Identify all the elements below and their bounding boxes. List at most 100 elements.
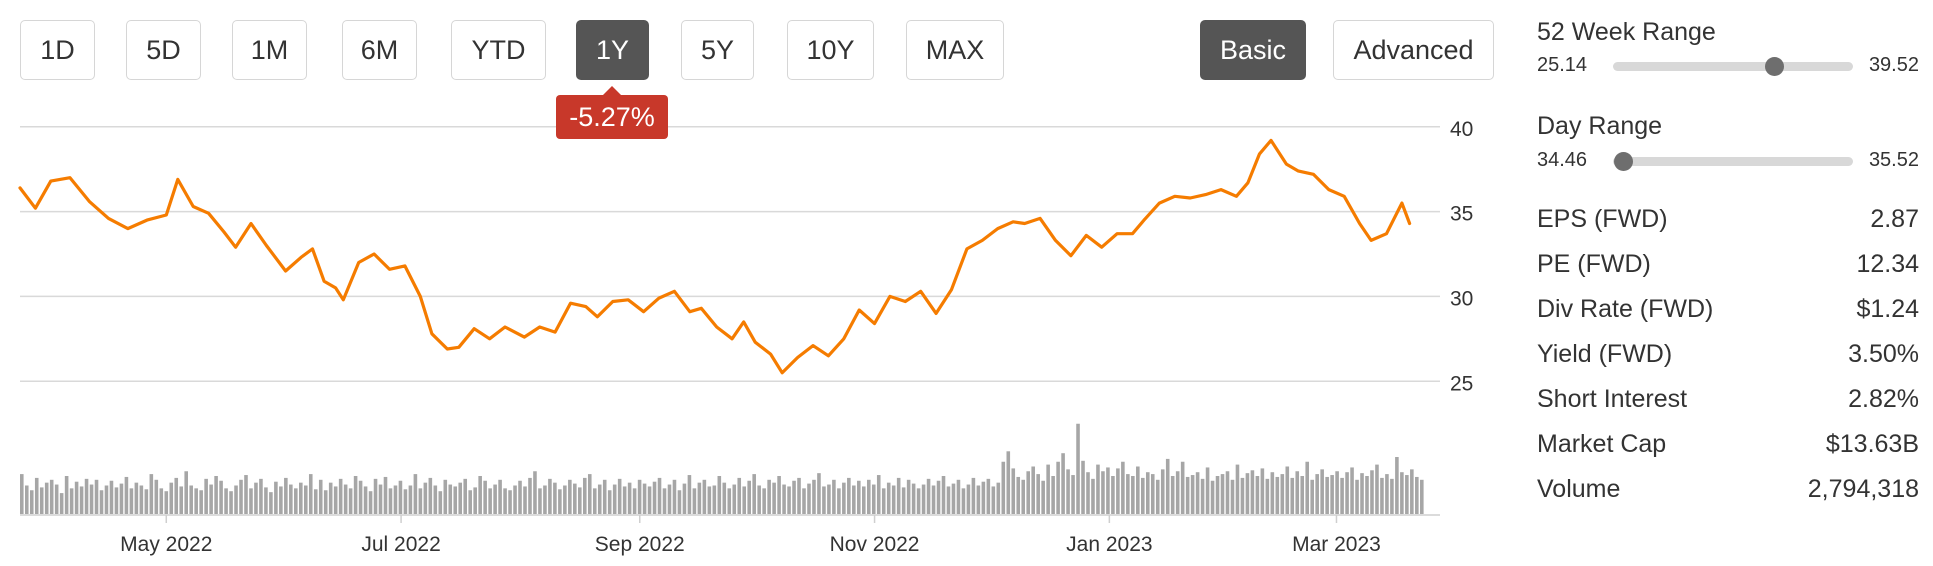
volume-bar — [866, 479, 871, 514]
volume-bar — [1076, 423, 1080, 514]
range-button-10y[interactable]: 10Y — [787, 20, 874, 80]
volume-bar — [458, 482, 463, 514]
basic-view-button[interactable]: Basic — [1200, 20, 1306, 80]
volume-bar — [1295, 471, 1300, 514]
range-button-6m[interactable]: 6M — [342, 20, 417, 80]
volume-bar — [702, 479, 707, 514]
volume-bar — [747, 480, 751, 514]
volume-bar — [428, 477, 433, 514]
volume-bar — [1410, 469, 1414, 514]
chart-gridlines — [20, 126, 1440, 382]
volume-bar — [847, 477, 851, 514]
volume-bar — [423, 482, 428, 514]
volume-bar — [1101, 471, 1105, 514]
volume-bar — [1330, 475, 1334, 514]
volume-bar — [1360, 473, 1364, 514]
volume-bar — [139, 485, 144, 514]
volume-bar — [1081, 460, 1085, 514]
volume-bar — [1160, 469, 1165, 514]
volume-bar — [827, 484, 831, 514]
range-button-1y[interactable]: 1Y — [576, 20, 649, 80]
volume-bar — [707, 486, 712, 514]
volume-bar — [418, 488, 423, 514]
volume-bar — [1235, 464, 1240, 514]
volume-bar — [1285, 466, 1290, 514]
volume-bar — [1380, 477, 1384, 514]
stat-value: $1.24 — [1856, 295, 1919, 323]
volume-bar — [1185, 476, 1190, 514]
volume-bar — [279, 486, 283, 514]
volume-bar — [254, 482, 258, 514]
range-button-1d[interactable]: 1D — [20, 20, 95, 80]
stat-div-rate: Div Rate (FWD) $1.24 — [1537, 295, 1919, 324]
volume-bar — [956, 479, 961, 514]
day-range-title: Day Range — [1537, 112, 1663, 140]
volume-bar — [383, 476, 388, 514]
volume-bar — [224, 488, 228, 514]
advanced-view-button[interactable]: Advanced — [1333, 20, 1494, 80]
stat-label: EPS (FWD) — [1537, 205, 1668, 233]
volume-bar — [1205, 467, 1210, 514]
volume-bar — [1150, 474, 1155, 514]
volume-bar — [129, 488, 134, 514]
volume-bar — [757, 485, 761, 514]
volume-bar — [323, 490, 328, 514]
volume-bar — [1180, 461, 1185, 514]
stat-label: Yield (FWD) — [1537, 340, 1673, 368]
range-button-1m[interactable]: 1M — [232, 20, 307, 80]
volume-bar — [597, 484, 602, 514]
volume-bar — [936, 480, 941, 514]
volume-bar — [822, 486, 826, 514]
volume-bar — [533, 471, 537, 514]
volume-bar — [1355, 479, 1359, 514]
volume-bar — [573, 483, 577, 514]
volume-bar — [518, 480, 522, 514]
volume-bar — [1335, 471, 1339, 514]
volume-bar — [433, 485, 438, 514]
volume-bar — [1011, 468, 1016, 514]
volume-bar — [1200, 478, 1205, 514]
volume-bar — [393, 485, 398, 514]
volume-bar — [627, 482, 632, 514]
stat-volume: Volume 2,794,318 — [1537, 475, 1919, 504]
volume-bar — [348, 488, 353, 514]
volume-bar — [89, 484, 94, 514]
volume-bar — [996, 482, 1001, 514]
range-button-ytd[interactable]: YTD — [451, 20, 546, 80]
volume-bar — [1051, 476, 1055, 514]
volume-bar — [318, 479, 323, 514]
volume-bar — [961, 488, 966, 514]
volume-bar — [1220, 474, 1225, 514]
range-button-max[interactable]: MAX — [906, 20, 1004, 80]
x-tick-label: Jan 2023 — [1066, 533, 1152, 556]
volume-bar — [662, 488, 667, 514]
volume-bar — [767, 479, 771, 514]
range-button-5d[interactable]: 5D — [126, 20, 201, 80]
volume-bar — [313, 489, 318, 514]
volume-bar — [852, 485, 856, 514]
volume-bar — [1300, 476, 1305, 514]
volume-bar — [563, 485, 567, 514]
volume-bar — [413, 474, 418, 514]
volume-bar — [677, 490, 682, 514]
volume-bar — [299, 482, 303, 514]
volume-bar — [881, 488, 886, 514]
volume-bar — [1215, 476, 1220, 514]
volume-bar — [697, 482, 702, 514]
stat-value: 12.34 — [1856, 250, 1919, 278]
range-button-5y[interactable]: 5Y — [681, 20, 754, 80]
volume-bar — [1190, 475, 1195, 514]
price-line — [18, 138, 1412, 375]
volume-bar — [1240, 477, 1245, 514]
volume-bar — [289, 484, 293, 514]
volume-bar — [558, 489, 562, 514]
volume-bar — [94, 479, 99, 514]
volume-bar — [204, 478, 208, 514]
volume-bar — [926, 478, 931, 514]
x-tick-label: Jul 2022 — [361, 533, 440, 556]
stat-yield: Yield (FWD) 3.50% — [1537, 340, 1919, 369]
volume-bar — [1126, 474, 1130, 514]
day-range-marker — [1613, 152, 1633, 171]
volume-bar — [647, 486, 652, 514]
volume-bar — [64, 476, 69, 514]
